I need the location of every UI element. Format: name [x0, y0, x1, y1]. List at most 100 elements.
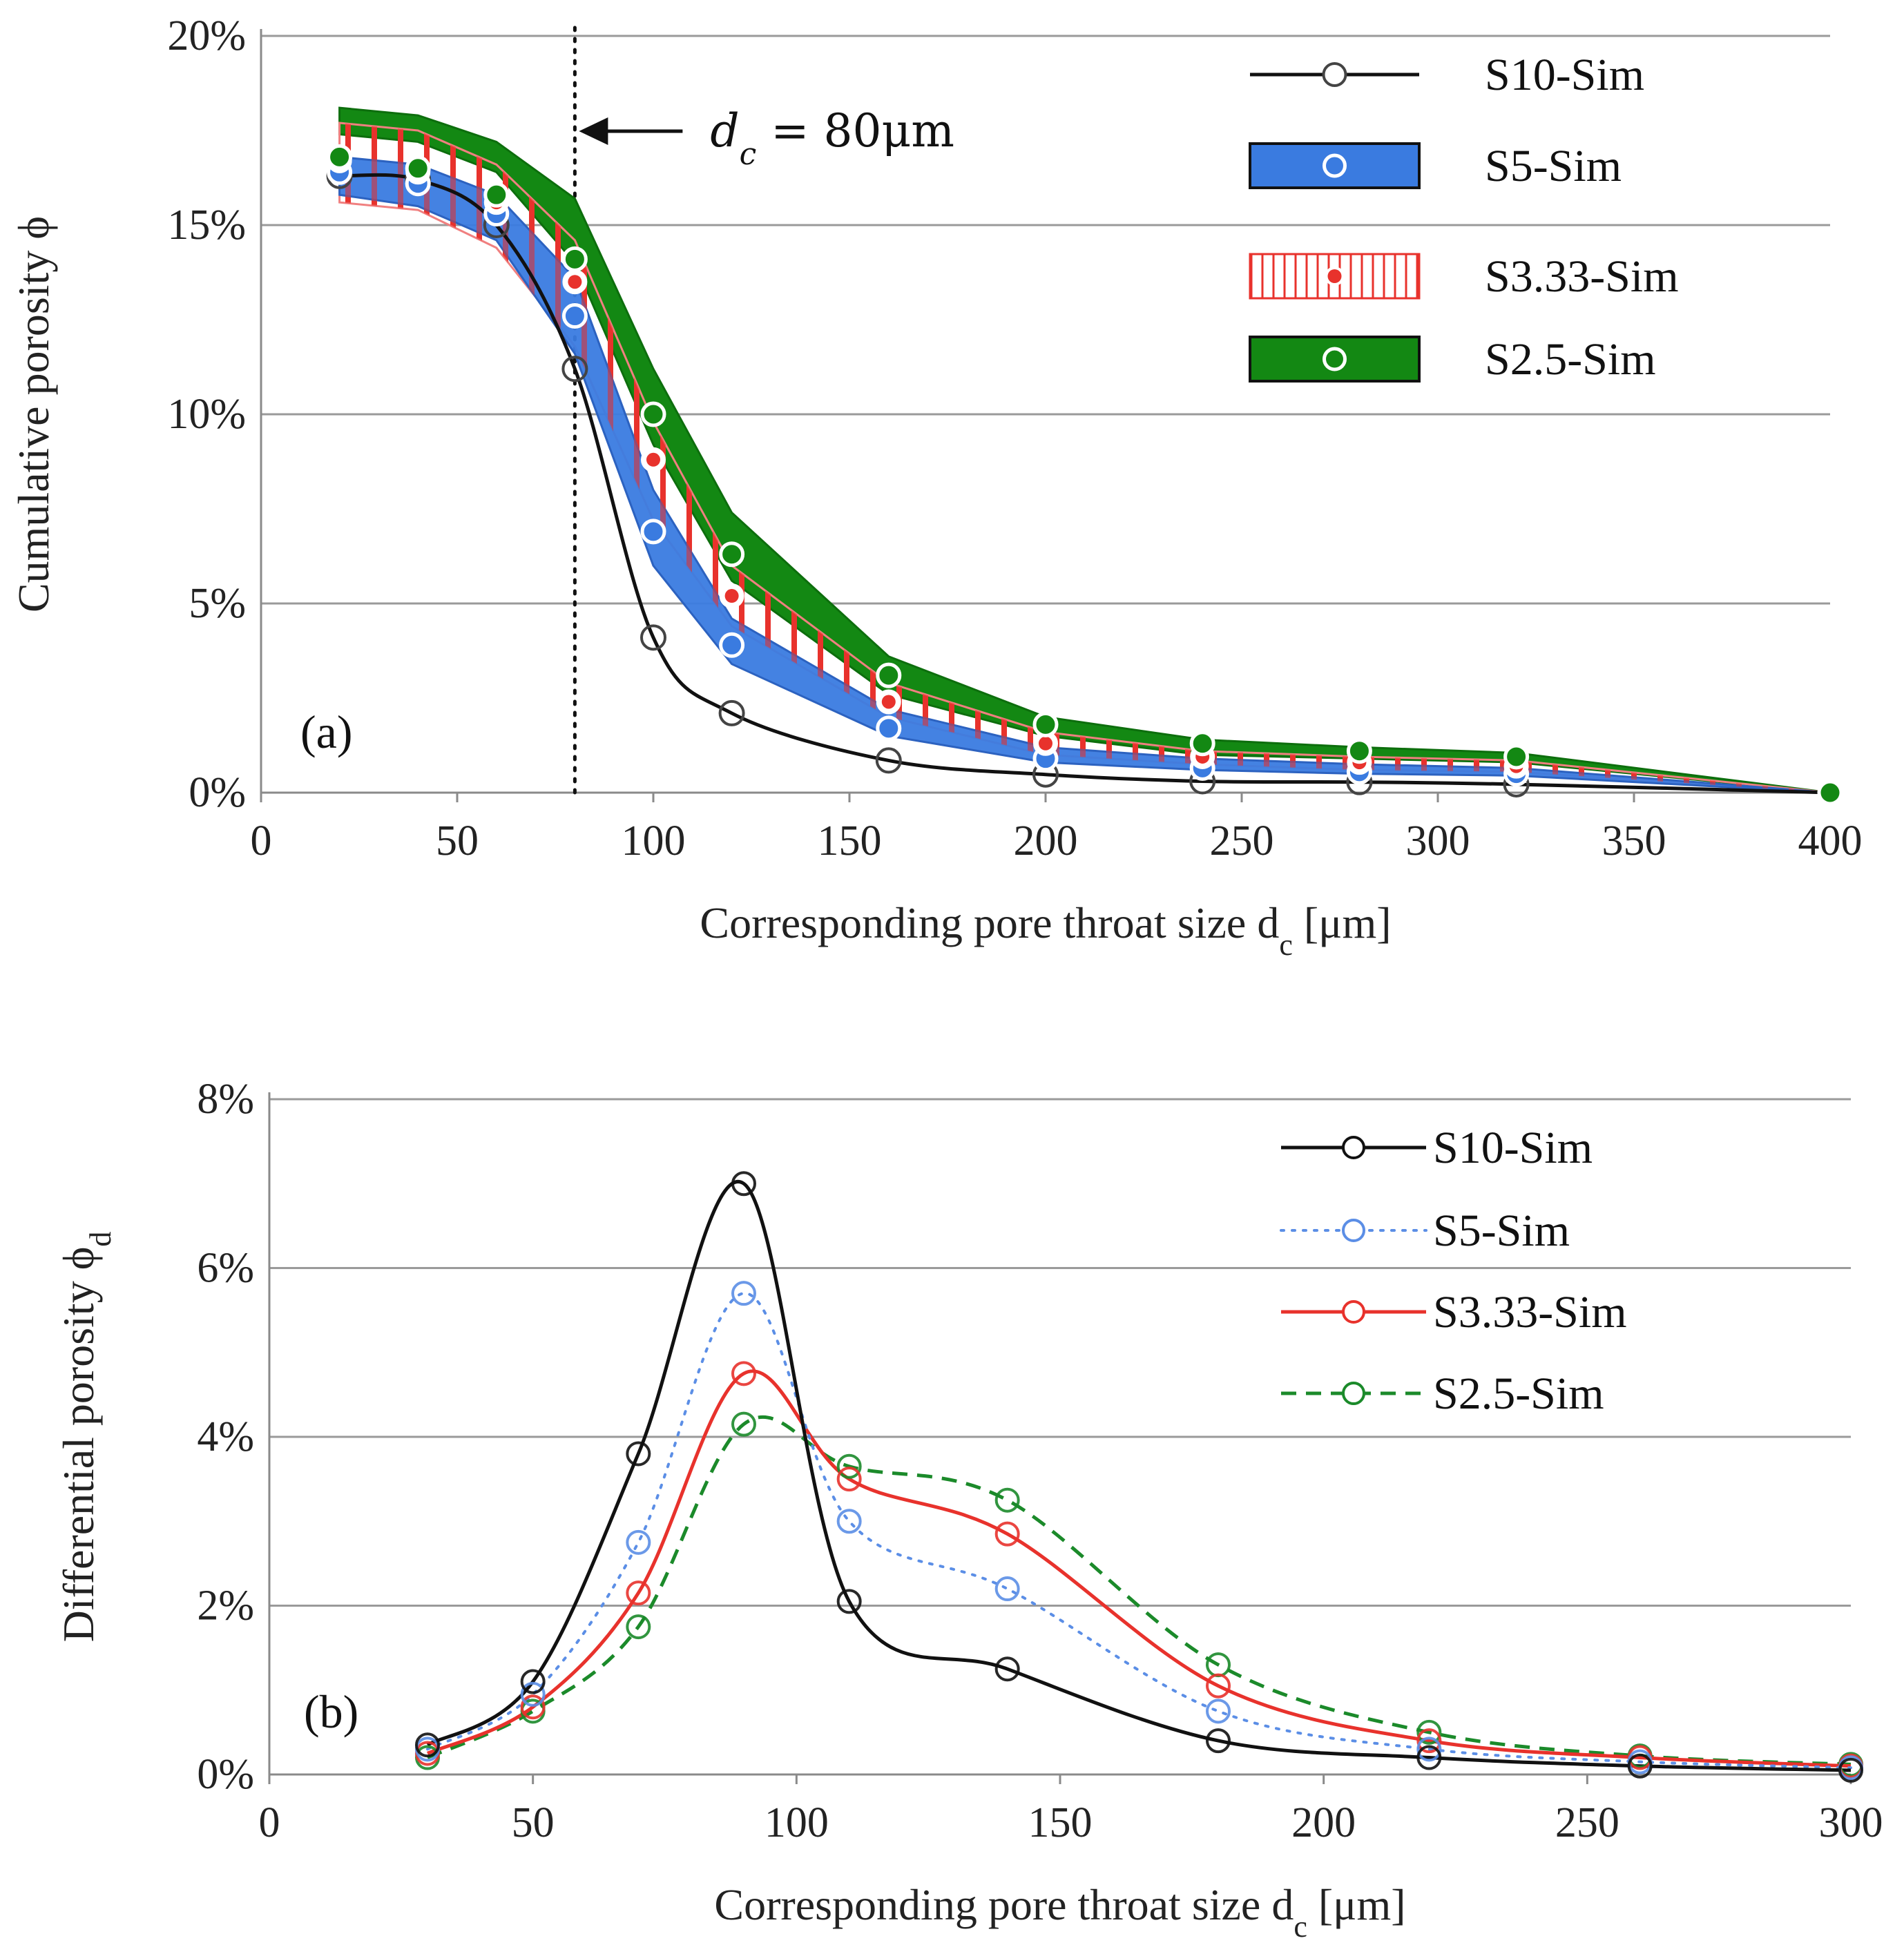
a-ytick-label: 15% [167, 202, 246, 249]
a-marker-s2-5-sim [483, 182, 510, 208]
b-x-axis-label-unit: [μm] [1307, 1880, 1406, 1929]
b-xtick-label: 300 [1819, 1799, 1883, 1846]
b-panel-label: (b) [304, 1685, 358, 1738]
a-marker-s2-5-sim [327, 144, 353, 170]
b-xtick-label: 150 [1028, 1799, 1093, 1846]
a-marker-s10-sim [640, 624, 666, 651]
b-marker-s5-sim [520, 1681, 546, 1707]
a-annotation-rest: = 80μm [756, 104, 954, 157]
a-xtick-label: 300 [1406, 818, 1470, 864]
a-xtick-label: 0 [251, 818, 272, 864]
b-ytick-label: 8% [197, 1076, 254, 1123]
a-annotation-sub: c [740, 137, 757, 172]
a-marker-s2-5-sim [405, 155, 431, 182]
b-xtick-label: 200 [1291, 1799, 1356, 1846]
b-marker-s2-5-sim [836, 1453, 862, 1479]
b-marker-s10-sim [1416, 1745, 1442, 1770]
b-y-axis-label-main: Differential porosity ϕ [54, 1247, 103, 1643]
b-marker-s10-sim [836, 1589, 862, 1614]
a-line-s10-sim [339, 173, 1831, 795]
b-line-s5-sim [426, 1292, 1852, 1770]
a-xtick-label: 150 [818, 818, 882, 864]
a-annotation-text: dc = 80μm [710, 104, 954, 172]
b-ytick-label: 0% [197, 1751, 254, 1798]
a-marker-dot-s3-33-sim [724, 589, 739, 603]
b-legend-swatch-marker-s5-sim [1342, 1219, 1365, 1242]
b-marker-s5-sim [1416, 1737, 1442, 1762]
a-marker-s2-5-sim [1817, 780, 1843, 806]
legend-swatch-marker-s3-33-sim [1327, 269, 1342, 283]
b-marker-s5-sim [994, 1576, 1020, 1602]
b-marker-s10-sim [1206, 1728, 1231, 1754]
b-legend-label-s2-5-sim: S2.5-Sim [1433, 1368, 1604, 1419]
a-marker-s2-5-sim [876, 662, 902, 688]
b-marker-s3-33-sim [994, 1521, 1020, 1547]
a-x-axis-label-main: Corresponding pore throat size d [700, 898, 1279, 947]
a-xtick-label: 100 [622, 818, 686, 864]
b-marker-s2-5-sim [994, 1487, 1020, 1513]
a-xtick-label: 200 [1014, 818, 1078, 864]
b-marker-s5-sim [836, 1509, 862, 1534]
a-marker-dot-s3-33-sim [881, 695, 896, 709]
b-y-axis-label: Differential porosity ϕd [54, 1232, 117, 1643]
b-ytick-label: 4% [197, 1413, 254, 1460]
b-marker-s5-sim [626, 1529, 651, 1555]
a-y-axis-label: Cumulative porosity ϕ [9, 216, 58, 612]
a-xtick-label: 400 [1798, 818, 1863, 864]
b-xtick-label: 100 [765, 1799, 829, 1846]
b-marker-s10-sim [1838, 1757, 1863, 1783]
a-annotation-arrowhead [579, 117, 608, 145]
b-legend-swatch-marker-s10-sim [1342, 1136, 1365, 1159]
chart-differential-porosity: 0% 2% 4% 6% 8% 0 50 100 150 200 250 300 Correspondin… [54, 1076, 1883, 1944]
b-marker-s10-sim [520, 1669, 546, 1694]
b-legend-swatch-marker-s2-5-sim [1342, 1382, 1365, 1405]
b-line-s3-33-sim [426, 1369, 1852, 1768]
b-marker-s5-sim [731, 1281, 756, 1306]
a-marker-s5-sim [876, 715, 902, 742]
b-legend-label-s5-sim: S5-Sim [1433, 1206, 1570, 1256]
b-marker-s10-sim [994, 1656, 1020, 1682]
b-xtick-label: 250 [1555, 1799, 1619, 1846]
b-marker-s10-sim [626, 1441, 651, 1467]
b-ytick-label: 6% [197, 1245, 254, 1292]
legend-label-s2-5-sim: S2.5-Sim [1485, 334, 1656, 385]
b-legend-swatch-marker-s3-33-sim [1342, 1300, 1365, 1324]
a-marker-s2-5-sim [1189, 731, 1215, 757]
b-marker-s3-33-sim [836, 1467, 862, 1492]
a-panel-label: (a) [300, 706, 352, 758]
legend-label-s10-sim: S10-Sim [1485, 50, 1644, 100]
legend-swatch-marker-s5-sim [1323, 153, 1347, 178]
a-annotation-d: d [710, 104, 739, 157]
b-xtick-label: 50 [512, 1799, 555, 1846]
a-marker-dot-s3-33-sim [646, 452, 660, 467]
b-ytick-label: 2% [197, 1583, 254, 1629]
b-marker-s3-33-sim [1206, 1673, 1231, 1699]
b-x-axis-label-sub: c [1294, 1910, 1307, 1944]
b-y-axis-label-sub: d [84, 1232, 117, 1247]
a-marker-s2-5-sim [561, 246, 588, 272]
a-marker-dot-s3-33-sim [568, 275, 582, 289]
a-x-axis-label-sub: c [1279, 928, 1293, 962]
b-line-s2-5-sim [426, 1415, 1852, 1766]
b-marker-s3-33-sim [520, 1694, 546, 1720]
b-marker-s10-sim [731, 1171, 756, 1197]
a-marker-dot-s3-33-sim [1039, 736, 1052, 751]
b-legend-label-s3-33-sim: S3.33-Sim [1433, 1287, 1627, 1337]
b-marker-s10-sim [1627, 1753, 1653, 1779]
a-ytick-label: 20% [167, 12, 246, 59]
a-ytick-label: 5% [189, 580, 246, 627]
a-marker-s5-sim [719, 632, 745, 658]
b-x-axis-label-main: Corresponding pore throat size d [714, 1880, 1294, 1929]
b-legend-label-s10-sim: S10-Sim [1433, 1123, 1593, 1173]
b-x-axis-label: Corresponding pore throat size dc [μm] [714, 1880, 1405, 1944]
a-marker-s10-sim [561, 356, 588, 383]
a-marker-s2-5-sim [1503, 744, 1530, 770]
legend-label-s3-33-sim: S3.33-Sim [1485, 251, 1679, 302]
b-marker-s3-33-sim [626, 1580, 651, 1606]
a-xtick-label: 350 [1602, 818, 1666, 864]
a-marker-s2-5-sim [640, 401, 666, 427]
b-marker-s2-5-sim [626, 1614, 651, 1640]
a-marker-s10-sim [875, 747, 902, 774]
b-marker-s2-5-sim [1416, 1719, 1442, 1745]
